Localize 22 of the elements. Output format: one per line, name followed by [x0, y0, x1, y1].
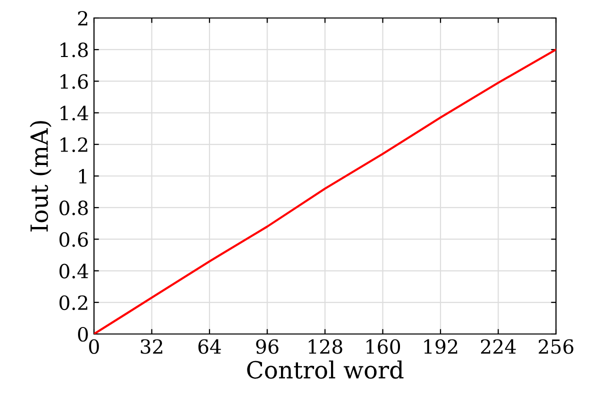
x-tick-label: 192 — [424, 339, 458, 354]
y-tick-label: 2 — [78, 10, 88, 26]
y-tick-label: 1.8 — [60, 42, 88, 58]
x-tick-label: 128 — [308, 339, 342, 354]
x-tick-label: 64 — [198, 339, 221, 354]
y-tick-label: 1.6 — [60, 74, 88, 89]
y-tick-label: 0.2 — [60, 295, 88, 310]
x-tick-label: 224 — [481, 339, 516, 354]
y-tick-label: 1.2 — [60, 137, 88, 152]
y-tick-label: 0.6 — [60, 232, 88, 247]
x-axis-title: Control word — [247, 360, 404, 379]
x-tick-label: 160 — [366, 339, 400, 354]
y-tick-label: 0.8 — [60, 200, 88, 216]
x-tick-label: 0 — [89, 339, 99, 354]
x-tick-label: 96 — [256, 339, 278, 354]
x-tick-label: 32 — [140, 339, 162, 354]
y-axis-title: Iout (mA) — [30, 121, 52, 232]
y-tick-label: 1.4 — [60, 106, 88, 120]
y-tick-label: 0 — [78, 326, 88, 342]
y-tick-label: 1 — [79, 168, 86, 184]
y-tick-label: 0.4 — [60, 264, 88, 278]
x-tick-label: 256 — [538, 339, 574, 354]
